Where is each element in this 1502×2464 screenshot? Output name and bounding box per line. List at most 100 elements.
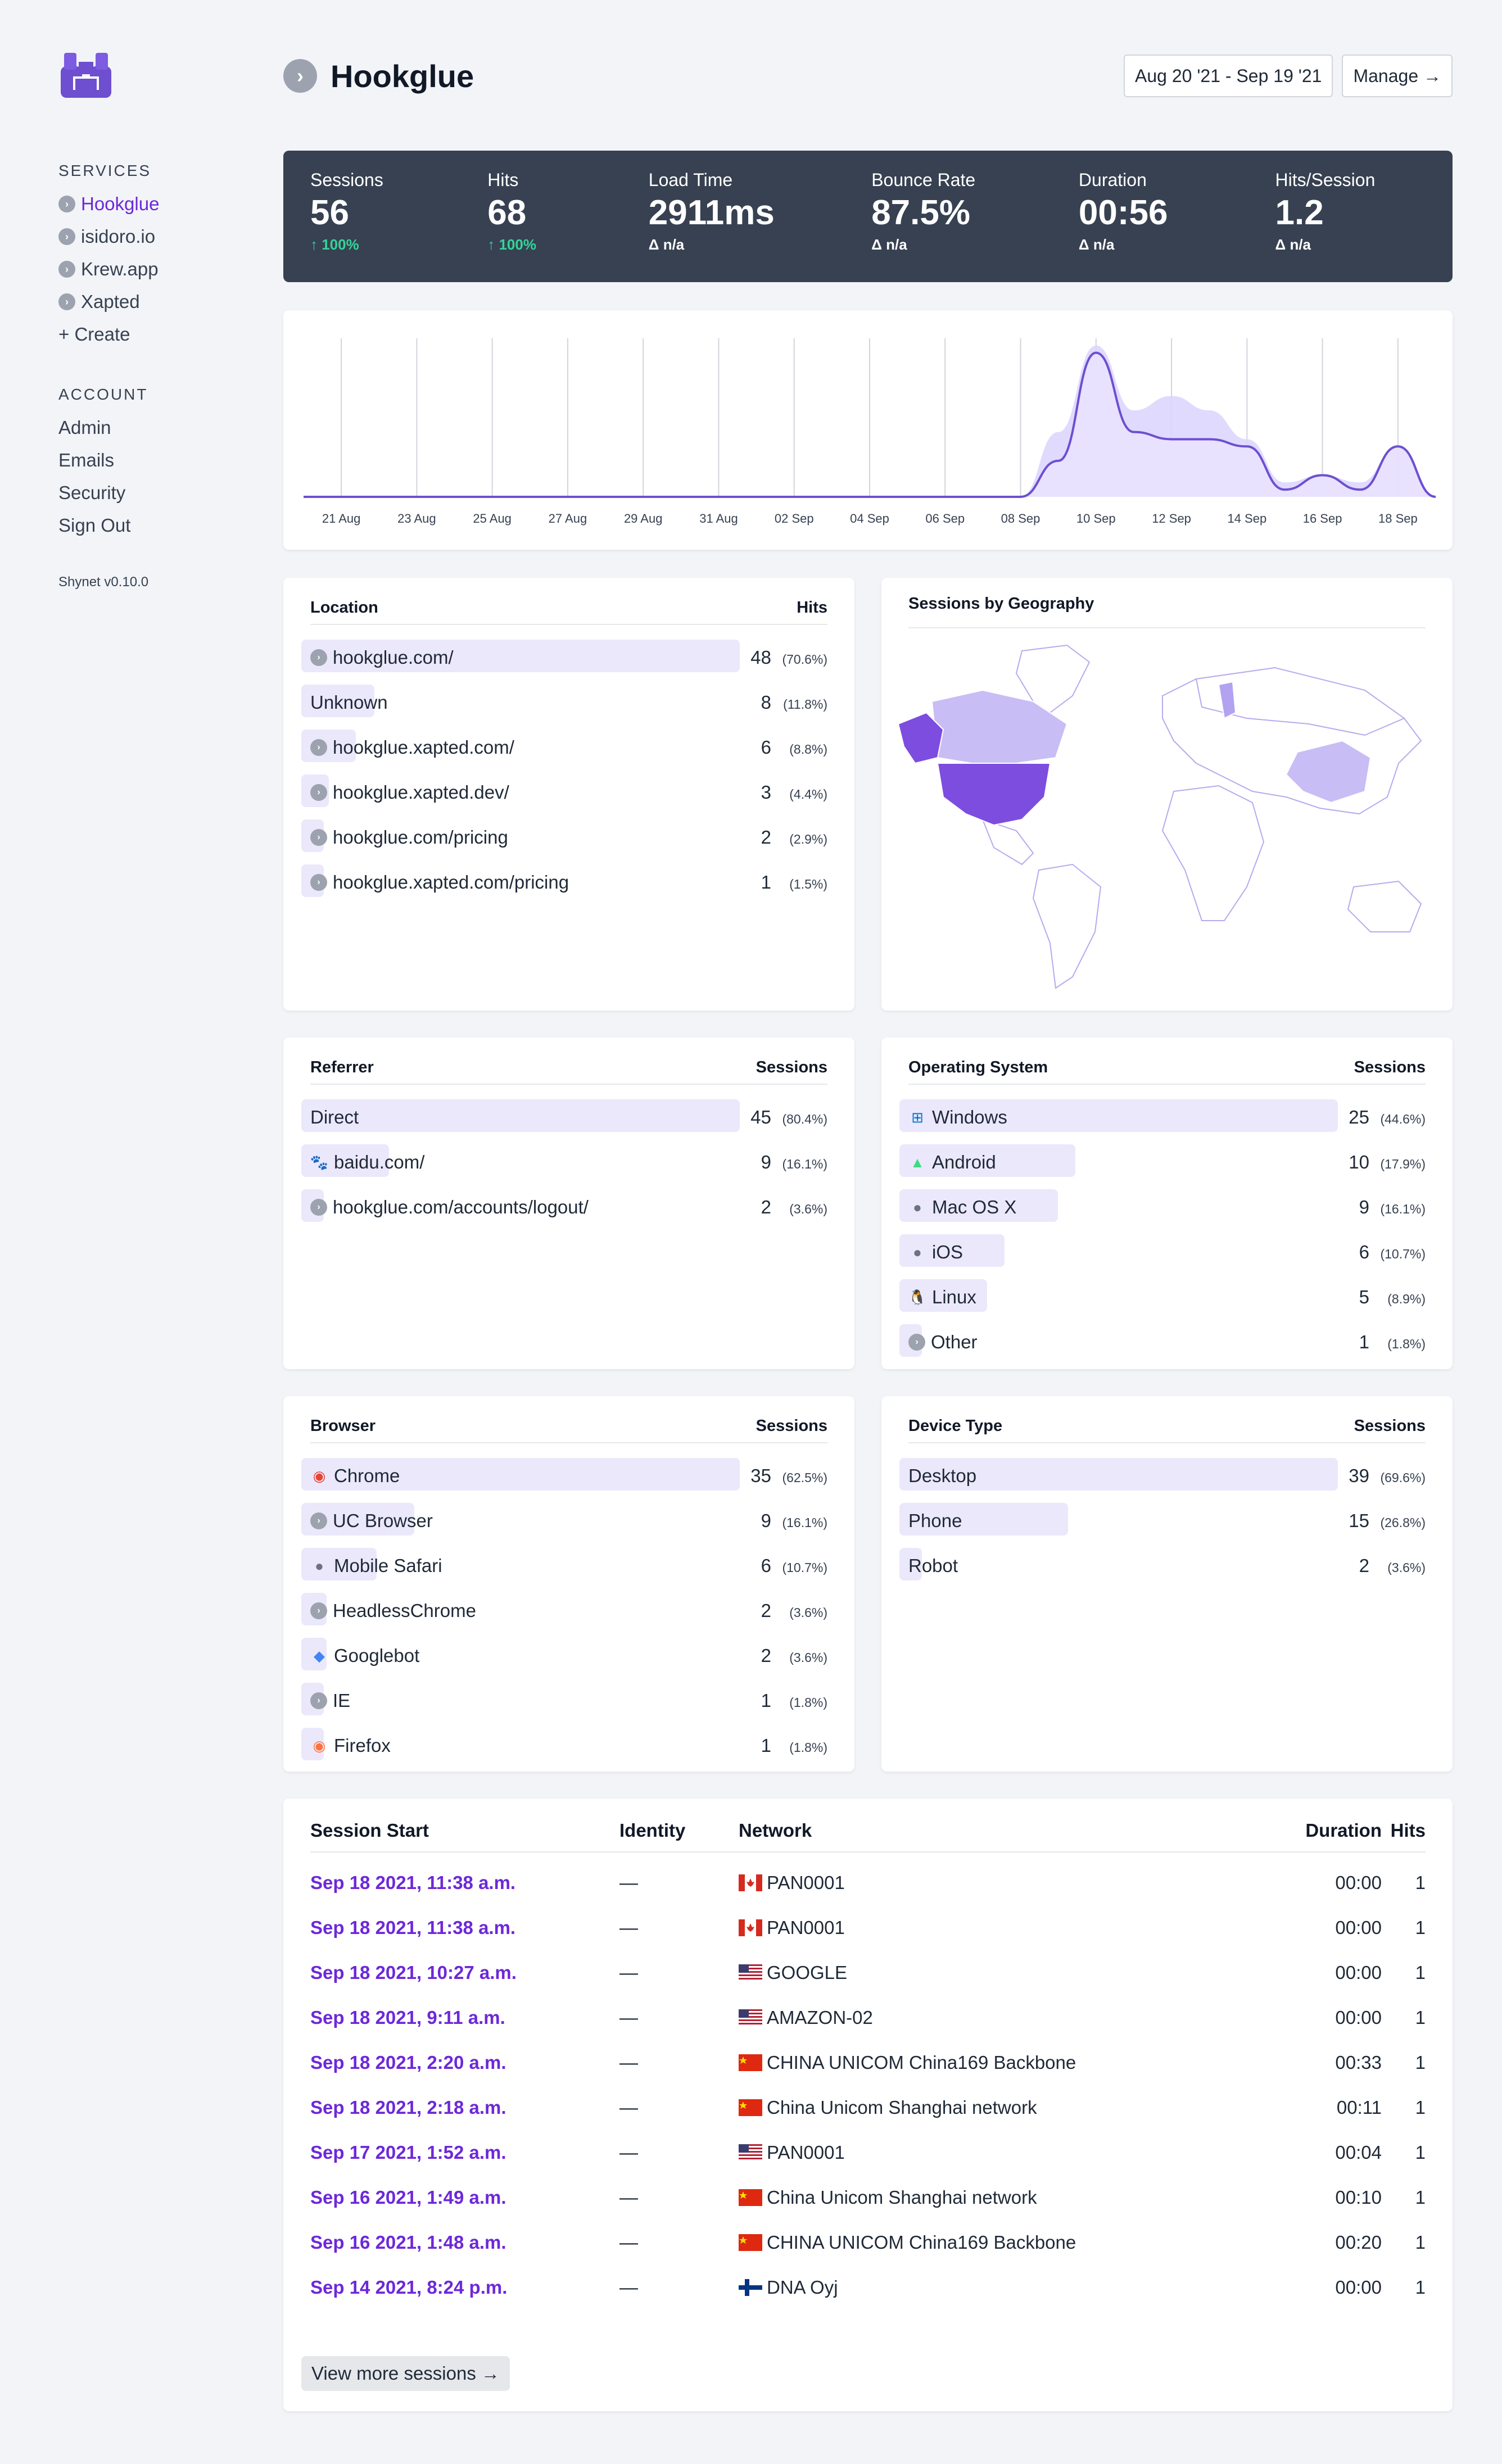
sidebar-service-item[interactable]: › Xapted	[58, 286, 250, 318]
browser-row[interactable]: ◉ Firefox 1 (1.8%)	[301, 1723, 827, 1768]
browser-row[interactable]: › UC Browser 9 (16.1%)	[301, 1498, 827, 1543]
session-start-link[interactable]: Sep 14 2021, 8:24 p.m.	[310, 2277, 508, 2298]
os-card: Operating System Sessions ⊞ Windows 25 (44.6…	[881, 1038, 1453, 1369]
os-row[interactable]: ● Mac OS X 9 (16.1%)	[899, 1185, 1426, 1230]
browser-row[interactable]: ● Mobile Safari 6 (10.7%)	[301, 1543, 827, 1588]
device-row-value-wrap: 2 (3.6%)	[1359, 1555, 1426, 1577]
session-network-name: China Unicom Shanghai network	[767, 2097, 1037, 2118]
date-range-picker[interactable]: Aug 20 '21 - Sep 19 '21	[1124, 55, 1333, 97]
location-row[interactable]: › hookglue.com/48 (70.6%)	[301, 635, 827, 680]
flag-us-icon	[739, 2144, 762, 2161]
session-row[interactable]: Sep 16 2021, 1:49 a.m. — China Unicom Shan…	[310, 2175, 1426, 2220]
location-row[interactable]: › hookglue.xapted.com/pricing 1 (1.5%)	[301, 860, 827, 905]
os-row-value: 9	[1359, 1197, 1369, 1217]
location-metric: Hits	[797, 598, 827, 617]
session-network: AMAZON-02	[739, 2007, 1245, 2028]
sidebar-service-item[interactable]: › isidoro.io	[58, 220, 250, 253]
manage-button[interactable]: Manage →	[1342, 55, 1453, 97]
session-row[interactable]: Sep 18 2021, 11:38 a.m. — PAN0001 00:00 1	[310, 1860, 1426, 1905]
session-start-link[interactable]: Sep 18 2021, 10:27 a.m.	[310, 1962, 517, 1983]
create-service-link[interactable]: + Create	[58, 324, 130, 345]
os-row-value-wrap: 9 (16.1%)	[1359, 1197, 1426, 1218]
col-duration: Duration	[1305, 1820, 1382, 1841]
session-row[interactable]: Sep 16 2021, 1:48 a.m. — CHINA UNICOM Chin…	[310, 2220, 1426, 2265]
location-row[interactable]: Unknown 8 (11.8%)	[301, 680, 827, 725]
chart-sessions-line	[304, 351, 1436, 498]
device-row[interactable]: Phone 15 (26.8%)	[899, 1498, 1426, 1543]
referrer-row-label: Direct	[310, 1107, 359, 1127]
os-row[interactable]: 🐧 Linux 5 (8.9%)	[899, 1275, 1426, 1320]
session-network: DNA Oyj	[739, 2277, 1245, 2298]
session-start-link[interactable]: Sep 18 2021, 2:20 a.m.	[310, 2052, 506, 2073]
os-row-percent: (1.8%)	[1387, 1337, 1426, 1351]
col-identity: Identity	[619, 1820, 686, 1841]
browser-row[interactable]: ◉ Chrome 35 (62.5%)	[301, 1453, 827, 1498]
browser-row-value-wrap: 2 (3.6%)	[761, 1600, 827, 1621]
session-start-link[interactable]: Sep 18 2021, 2:18 a.m.	[310, 2097, 506, 2118]
session-identity: —	[619, 2007, 638, 2028]
session-start-link[interactable]: Sep 18 2021, 9:11 a.m.	[310, 2007, 505, 2028]
session-row[interactable]: Sep 17 2021, 1:52 a.m. — PAN0001 00:04 1	[310, 2130, 1426, 2175]
device-row[interactable]: Desktop 39 (69.6%)	[899, 1453, 1426, 1498]
browser-row-label: Mobile Safari	[334, 1555, 442, 1576]
session-row[interactable]: Sep 14 2021, 8:24 p.m. — DNA Oyj 00:00 1	[310, 2265, 1426, 2310]
os-row-value: 25	[1349, 1107, 1369, 1127]
os-row-label-wrap: › Other	[899, 1331, 978, 1353]
referrer-header: Referrer	[310, 1058, 374, 1076]
location-row[interactable]: › hookglue.xapted.com/6 (8.8%)	[301, 725, 827, 770]
referrer-row[interactable]: Direct 45 (80.4%)	[301, 1095, 827, 1140]
stats-bar: Sessions 56 ↑ 100% Hits 68 ↑ 100% Load Time 291…	[283, 151, 1453, 282]
location-row-label: Unknown	[310, 692, 388, 713]
account-heading: ACCOUNT	[58, 386, 148, 403]
location-row[interactable]: › hookglue.xapted.dev/3 (4.4%)	[301, 770, 827, 815]
session-row[interactable]: Sep 18 2021, 9:11 a.m. — AMAZON-02 00:00 1	[310, 1995, 1426, 2040]
sidebar-account-item[interactable]: Admin	[58, 417, 111, 438]
browser-row-bar	[301, 1638, 327, 1670]
geography-header: Sessions by Geography	[908, 578, 1426, 628]
chart-x-tick-label: 18 Sep	[1378, 511, 1418, 526]
session-start-link[interactable]: Sep 16 2021, 1:49 a.m.	[310, 2187, 506, 2208]
sidebar-account-item[interactable]: Security	[58, 482, 126, 503]
sidebar-service-item[interactable]: › Hookglue	[58, 188, 250, 220]
location-row-label-wrap: › hookglue.xapted.dev/	[301, 782, 509, 803]
location-row[interactable]: › hookglue.com/pricing 2 (2.9%)	[301, 815, 827, 860]
browser-metric: Sessions	[755, 1416, 827, 1435]
browser-row-percent: (3.6%)	[789, 1650, 827, 1665]
session-start-link[interactable]: Sep 18 2021, 11:38 a.m.	[310, 1917, 516, 1938]
session-hits: 1	[1415, 2142, 1426, 2163]
session-row[interactable]: Sep 18 2021, 2:20 a.m. — CHINA UNICOM Chin…	[310, 2040, 1426, 2085]
googlebot-icon: ◆	[314, 1647, 325, 1664]
location-row-label-wrap: › hookglue.com/pricing	[301, 827, 508, 848]
referrer-row-value-wrap: 45 (80.4%)	[750, 1107, 827, 1128]
session-row[interactable]: Sep 18 2021, 2:18 a.m. — China Unicom Shan…	[310, 2085, 1426, 2130]
sidebar-account-item[interactable]: Emails	[58, 450, 115, 470]
binoculars-logo-icon[interactable]	[58, 51, 114, 100]
device-row[interactable]: Robot 2 (3.6%)	[899, 1543, 1426, 1588]
location-row-percent: (2.9%)	[789, 832, 827, 846]
referrer-row[interactable]: › hookglue.com/accounts/logout/2 (3.6%)	[301, 1185, 827, 1230]
browser-row[interactable]: › HeadlessChrome 2 (3.6%)	[301, 1588, 827, 1633]
browser-row[interactable]: › IE 1 (1.8%)	[301, 1678, 827, 1723]
sidebar-service-item[interactable]: › Krew.app	[58, 253, 250, 286]
os-row-bar	[899, 1144, 1075, 1177]
os-row-value-wrap: 25 (44.6%)	[1349, 1107, 1426, 1128]
map-alaska	[897, 712, 944, 764]
os-row[interactable]: ● iOS 6 (10.7%)	[899, 1230, 1426, 1275]
session-start-link[interactable]: Sep 16 2021, 1:48 a.m.	[310, 2232, 506, 2253]
browser-row-percent: (10.7%)	[782, 1560, 827, 1575]
os-row[interactable]: › Other 1 (1.8%)	[899, 1320, 1426, 1365]
sidebar-account-item[interactable]: Sign Out	[58, 515, 131, 536]
browser-row[interactable]: ◆ Googlebot 2 (3.6%)	[301, 1633, 827, 1678]
session-row[interactable]: Sep 18 2021, 11:38 a.m. — PAN0001 00:00 1	[310, 1905, 1426, 1950]
referrer-row[interactable]: 🐾 baidu.com/9 (16.1%)	[301, 1140, 827, 1185]
apple-icon: ●	[913, 1243, 922, 1261]
session-start-link[interactable]: Sep 18 2021, 11:38 a.m.	[310, 1872, 516, 1893]
session-hits: 1	[1415, 2097, 1426, 2118]
os-row[interactable]: ▲ Android 10 (17.9%)	[899, 1140, 1426, 1185]
view-more-sessions-button[interactable]: View more sessions →	[301, 2356, 510, 2391]
referrer-row-label: hookglue.com/accounts/logout/	[333, 1197, 589, 1217]
os-row[interactable]: ⊞ Windows 25 (44.6%)	[899, 1095, 1426, 1140]
browser-row-label-wrap: ◉ Firefox	[301, 1735, 391, 1756]
session-row[interactable]: Sep 18 2021, 10:27 a.m. — GOOGLE 00:00 1	[310, 1950, 1426, 1995]
session-start-link[interactable]: Sep 17 2021, 1:52 a.m.	[310, 2142, 506, 2163]
